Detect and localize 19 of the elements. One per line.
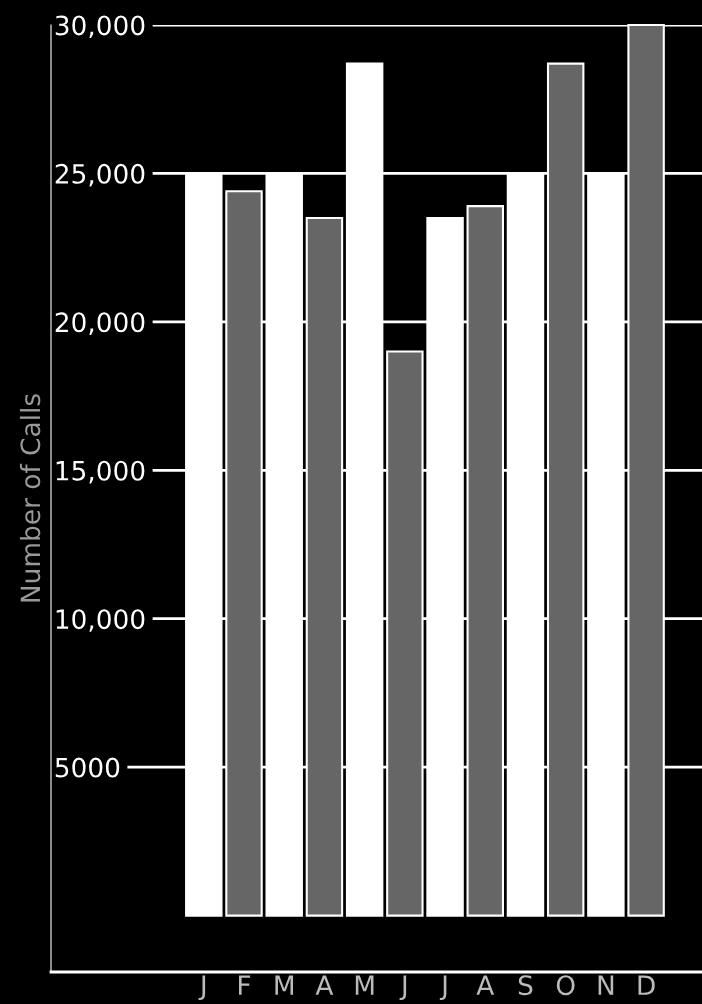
x-tick-label: A [315, 975, 334, 995]
x-tick-label: J [399, 975, 407, 1001]
x-tick-label: J [198, 975, 206, 1001]
x-tick-label: M [275, 975, 294, 995]
y-tick-label: 15,000 [56, 460, 145, 484]
x-tick-label: O [556, 975, 575, 996]
x-tick-label: M [355, 975, 374, 995]
y-tick-label: 30,000 [55, 15, 145, 39]
x-tick-label: A [476, 975, 495, 995]
y-axis-title: Number of Calls [19, 394, 41, 602]
x-tick-label: N [598, 975, 614, 995]
x-tick-label: S [518, 975, 533, 996]
x-tick-label: J [439, 975, 447, 1001]
y-tick-label: 20,000 [55, 312, 145, 335]
x-tick-label: D [638, 975, 655, 995]
y-tick-label: 5000 [55, 757, 120, 778]
y-tick-label: 25,000 [55, 163, 145, 187]
x-tick-label: F [239, 975, 251, 995]
y-tick-label: 10,000 [56, 609, 145, 632]
